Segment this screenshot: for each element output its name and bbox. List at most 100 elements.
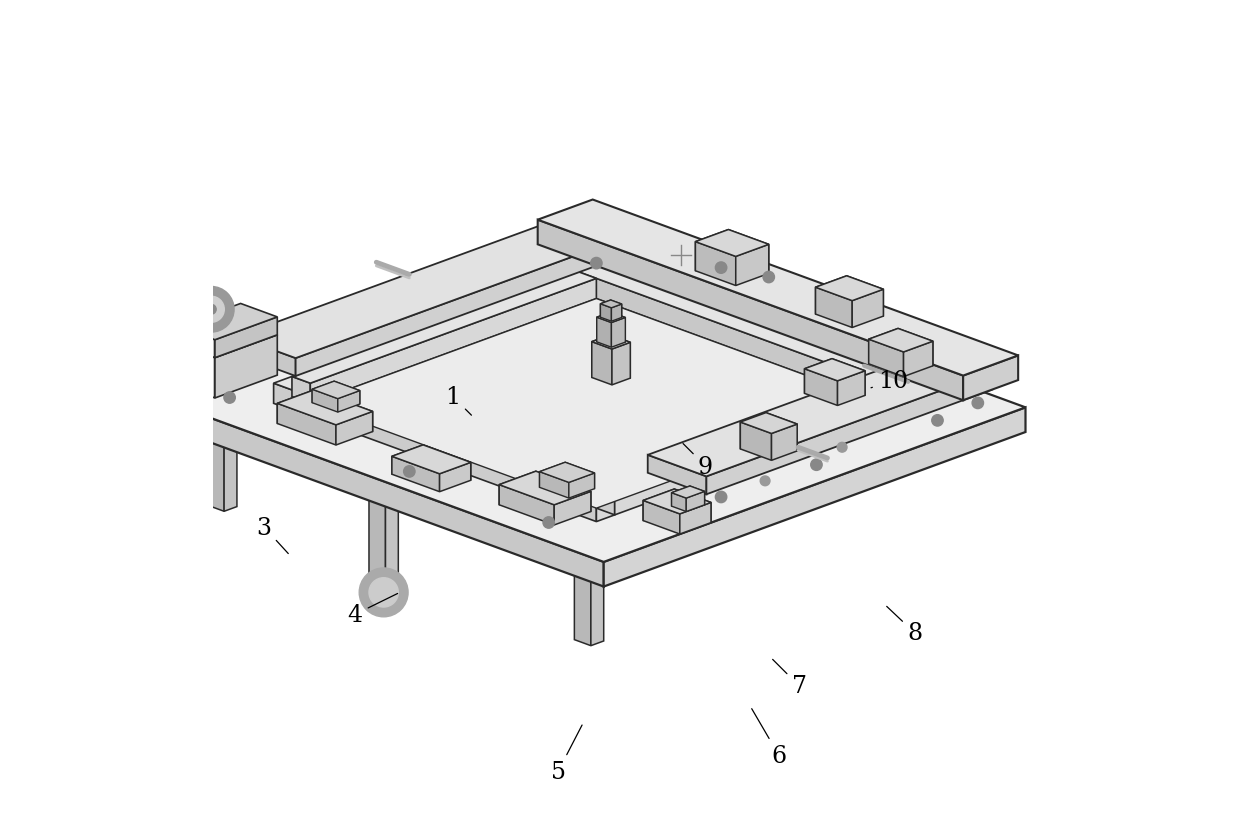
Polygon shape [707,372,992,495]
Polygon shape [816,287,852,328]
Polygon shape [611,305,621,322]
Polygon shape [805,369,837,406]
Polygon shape [565,463,594,489]
Polygon shape [578,272,900,410]
Polygon shape [539,472,569,499]
Polygon shape [740,413,797,434]
Polygon shape [696,242,735,286]
Polygon shape [500,472,591,505]
Polygon shape [569,473,594,499]
Polygon shape [207,420,237,431]
Polygon shape [644,501,680,534]
Polygon shape [392,446,471,474]
Polygon shape [215,318,278,358]
Polygon shape [500,485,554,525]
Polygon shape [852,290,883,328]
Polygon shape [596,488,615,515]
Circle shape [198,296,224,323]
Polygon shape [696,230,728,271]
Text: 7: 7 [773,659,807,698]
Polygon shape [611,318,625,348]
Polygon shape [310,299,883,509]
Polygon shape [900,384,919,410]
Polygon shape [207,425,224,512]
Polygon shape [336,412,373,446]
Polygon shape [672,486,704,499]
Polygon shape [600,301,621,309]
Polygon shape [604,408,1025,587]
Polygon shape [578,265,919,391]
Polygon shape [847,277,883,317]
Polygon shape [610,336,630,378]
Polygon shape [278,404,336,446]
Polygon shape [312,382,360,399]
Polygon shape [295,238,626,377]
Polygon shape [869,340,904,377]
Polygon shape [423,446,471,481]
Polygon shape [596,384,900,495]
Text: 1: 1 [445,386,471,416]
Polygon shape [647,455,707,495]
Polygon shape [574,559,591,646]
Polygon shape [596,318,611,348]
Polygon shape [610,313,625,342]
Polygon shape [596,495,615,522]
Circle shape [188,287,234,333]
Polygon shape [274,377,615,502]
Polygon shape [596,313,610,342]
Polygon shape [591,336,630,350]
Polygon shape [647,351,992,477]
Text: 5: 5 [551,725,582,783]
Polygon shape [440,463,471,492]
Polygon shape [766,413,797,451]
Polygon shape [370,495,398,506]
Polygon shape [215,336,278,399]
Polygon shape [591,342,613,386]
Polygon shape [538,201,1018,376]
Polygon shape [237,216,626,359]
Polygon shape [898,329,932,366]
Polygon shape [574,554,604,565]
Polygon shape [164,247,1025,562]
Polygon shape [689,486,704,505]
Circle shape [404,466,415,477]
Polygon shape [386,501,398,587]
Text: 4: 4 [347,594,398,626]
Circle shape [543,517,554,528]
Polygon shape [392,457,440,492]
Circle shape [590,258,603,269]
Polygon shape [816,277,847,314]
Polygon shape [278,391,373,425]
Polygon shape [237,337,295,377]
Circle shape [715,491,727,503]
Polygon shape [538,220,963,400]
Polygon shape [771,424,797,461]
Polygon shape [536,472,591,512]
Text: 8: 8 [887,607,923,645]
Polygon shape [539,463,565,488]
Circle shape [972,398,983,410]
Polygon shape [644,490,675,521]
Circle shape [206,305,216,314]
Polygon shape [312,390,337,413]
Circle shape [837,443,847,453]
Polygon shape [274,384,596,522]
Polygon shape [728,230,769,274]
Polygon shape [291,377,310,404]
Polygon shape [591,336,610,378]
Polygon shape [610,301,621,318]
Polygon shape [869,329,932,352]
Polygon shape [291,272,596,384]
Polygon shape [337,391,360,413]
Circle shape [760,477,770,486]
Polygon shape [310,279,596,404]
Polygon shape [164,401,604,587]
Polygon shape [314,391,373,432]
Text: 6: 6 [751,708,786,767]
Polygon shape [672,493,686,512]
Polygon shape [554,491,591,525]
Polygon shape [805,360,866,382]
Polygon shape [686,491,704,512]
Circle shape [763,272,775,283]
Polygon shape [179,345,215,399]
